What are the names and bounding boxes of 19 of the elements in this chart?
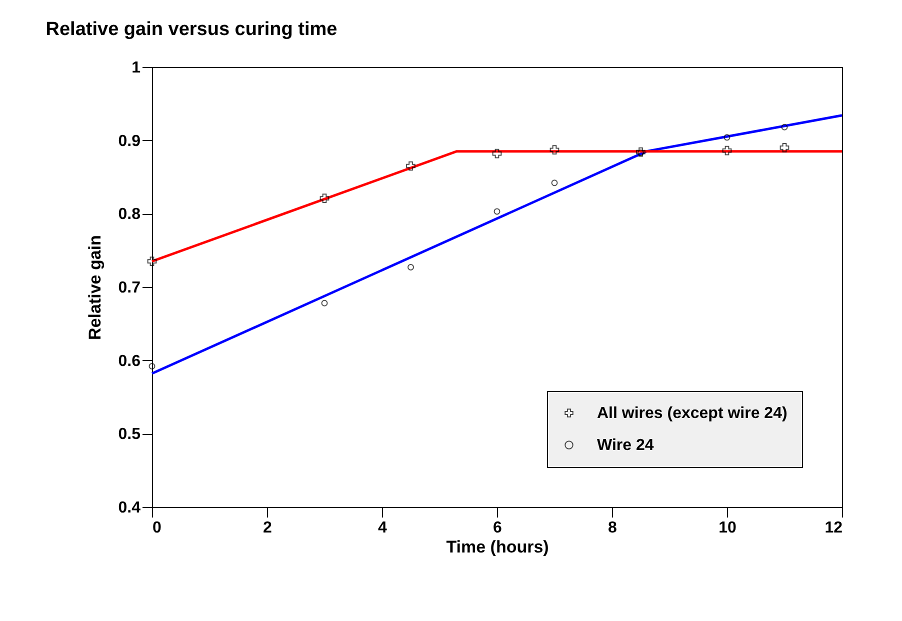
y-tick-label: 0.9 — [118, 132, 141, 150]
chart-title: Relative gain versus curing time — [46, 19, 338, 40]
y-tick-label: 0.6 — [118, 352, 141, 370]
y-axis-title: Relative gain — [85, 235, 104, 340]
x-tick-label: 6 — [493, 520, 502, 536]
x-tick-label: 0 — [152, 520, 162, 536]
x-tick-label: 8 — [608, 520, 618, 536]
y-tick-label: 0.7 — [118, 280, 141, 296]
y-tick-label: 0.8 — [118, 206, 141, 224]
x-tick-label: 12 — [824, 520, 843, 536]
legend-label: Wire 24 — [597, 437, 654, 454]
x-tick-label: 4 — [378, 520, 388, 536]
legend-label: All wires (except wire 24) — [597, 405, 788, 422]
y-tick-label: 0.5 — [118, 426, 141, 444]
y-tick-label: 0.4 — [118, 500, 141, 516]
x-tick-label: 10 — [718, 520, 736, 536]
x-axis-title: Time (hours) — [446, 538, 549, 556]
x-tick-label: 2 — [263, 520, 272, 536]
y-tick-label: 1 — [132, 60, 141, 76]
